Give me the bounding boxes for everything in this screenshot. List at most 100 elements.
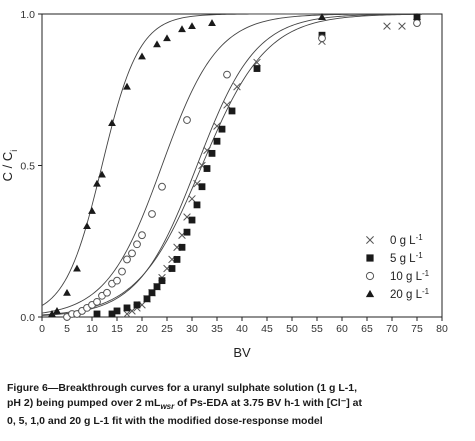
- data-point-5-g-l: [108, 310, 116, 318]
- data-point-5-g-l: [173, 256, 181, 263]
- caption-line-3: 0, 5, 1,0 and 20 g L-1 fit with the modi…: [7, 415, 323, 428]
- legend-marker: [366, 236, 374, 244]
- data-point-20-g-l: [123, 82, 131, 90]
- data-point-20-g-l: [98, 170, 106, 178]
- y-axis-title: C / Ci: [0, 150, 19, 182]
- x-tick-label: 45: [261, 323, 273, 335]
- x-marker-stroke: [183, 213, 191, 221]
- data-point-5-g-l: [188, 216, 196, 224]
- legend-marker: [365, 289, 375, 298]
- x-marker-stroke: [198, 161, 206, 170]
- data-point-10-g-l: [123, 255, 131, 264]
- x-tick-label: 70: [386, 323, 398, 335]
- data-point-10-g-l: [93, 297, 101, 306]
- data-point-0-g-l: [233, 82, 241, 91]
- data-point-0-g-l: [188, 195, 196, 203]
- x-axis-title: BV: [233, 345, 251, 360]
- data-point-5-g-l: [193, 201, 201, 209]
- x-tick-label: 75: [411, 323, 423, 335]
- data-point-20-g-l: [108, 119, 116, 127]
- data-point-10-g-l: [113, 276, 121, 285]
- legend-label: 10 g L-1: [390, 269, 430, 284]
- data-point-20-g-l: [88, 207, 96, 214]
- data-point-5-g-l: [218, 125, 226, 133]
- data-point-5-g-l: [203, 165, 211, 172]
- data-point-20-g-l: [93, 179, 101, 187]
- breakthrough-chart: 0 5 10 15 20 25 30 35 40 45 50 55 60 65 70 75 80 0.0 0.5 1…: [0, 9, 448, 360]
- data-point-5-g-l: [178, 243, 186, 251]
- data-point-20-g-l: [188, 22, 196, 30]
- data-point-5-g-l: [148, 289, 156, 297]
- x-tick-label: 30: [186, 323, 198, 335]
- caption-line-2-subscript: wsr: [160, 402, 175, 412]
- y-axis-title-subscript: i: [9, 150, 19, 152]
- data-point-5-g-l: [93, 310, 101, 318]
- legend-marker: [366, 254, 374, 262]
- data-point-10-g-l: [223, 70, 231, 79]
- legend-label: 0 g L-1: [390, 233, 423, 248]
- x-tick-label: 60: [336, 323, 348, 335]
- data-point-20-g-l: [138, 52, 146, 60]
- x-marker-stroke: [233, 82, 241, 91]
- x-tick-label: 50: [286, 323, 298, 335]
- data-point-10-g-l: [103, 288, 111, 297]
- x-marker-stroke: [123, 310, 131, 318]
- y-tick-label: 0.0: [20, 312, 35, 324]
- x-tick-label: 35: [211, 323, 223, 335]
- data-point-5-g-l: [168, 265, 176, 272]
- fit-curve: [41, 13, 423, 316]
- data-point-10-g-l: [148, 210, 156, 218]
- x-axis: 0 5 10 15 20 25 30 35 40 45 50 55 60 65 70 75 80: [39, 317, 448, 335]
- caption-line-2-end: of Ps-EDA at 3.75 BV h-1 with [Cl⁻] at: [174, 397, 362, 409]
- data-point-0-g-l: [398, 22, 406, 30]
- x-tick-label: 80: [436, 323, 448, 335]
- data-point-10-g-l: [138, 231, 146, 240]
- fit-curve: [41, 13, 422, 306]
- data-point-5-g-l: [213, 137, 221, 145]
- x-tick-label: 15: [111, 323, 123, 335]
- x-marker-stroke: [128, 307, 136, 315]
- legend-label-superscript: -1: [422, 287, 430, 296]
- data-point-20-g-l: [208, 19, 216, 27]
- data-point-5-g-l: [113, 307, 121, 315]
- x-marker-stroke: [253, 58, 261, 67]
- x-tick-label: 55: [311, 323, 323, 335]
- data-point-5-g-l: [183, 228, 191, 236]
- legend-label-text: 20 g L: [390, 289, 423, 301]
- data-point-20-g-l: [53, 307, 61, 314]
- data-point-0-g-l: [253, 58, 261, 67]
- x-tick-label: 40: [236, 323, 248, 335]
- x-tick-label: 65: [361, 323, 373, 335]
- data-point-10-g-l: [318, 34, 326, 43]
- data-point-5-g-l: [253, 65, 261, 72]
- x-marker-stroke: [398, 22, 406, 30]
- data-point-20-g-l: [153, 40, 161, 48]
- data-point-20-g-l: [318, 13, 326, 20]
- x-tick-label: 25: [161, 323, 173, 335]
- data-point-20-g-l: [83, 222, 91, 230]
- x-tick-label: 10: [86, 323, 98, 335]
- legend-label-text: 5 g L: [390, 253, 416, 265]
- legend-label-superscript: -1: [416, 251, 424, 260]
- y-axis-title-main: C / C: [0, 152, 15, 182]
- legend-label-superscript: -1: [416, 233, 424, 242]
- fit-curves: [41, 13, 423, 316]
- data-point-5-g-l: [208, 149, 216, 157]
- legend-label-text: 0 g L: [390, 235, 416, 247]
- legend-label: 20 g L-1: [390, 287, 430, 302]
- data-markers: [48, 13, 421, 321]
- x-marker-stroke: [188, 195, 196, 203]
- x-marker-stroke: [223, 101, 231, 109]
- y-tick-label: 1.0: [20, 9, 35, 21]
- data-point-5-g-l: [198, 183, 206, 191]
- data-point-20-g-l: [63, 288, 71, 296]
- legend-label-superscript: -1: [422, 269, 430, 278]
- data-point-5-g-l: [158, 277, 166, 285]
- x-marker-stroke: [213, 122, 221, 130]
- data-point-5-g-l: [153, 283, 161, 291]
- data-point-5-g-l: [133, 301, 141, 309]
- legend-marker: [365, 271, 375, 281]
- data-point-0-g-l: [223, 101, 231, 109]
- data-point-5-g-l: [228, 107, 236, 115]
- data-point-0-g-l: [383, 22, 391, 30]
